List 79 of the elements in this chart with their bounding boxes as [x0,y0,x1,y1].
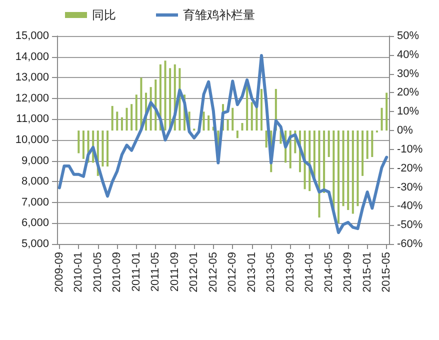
y2-tick-label: 0% [397,124,414,137]
y2-tick-label: 10% [397,106,420,118]
x-tick-label: 2013-01 [246,252,258,292]
y2-tick-label: -20% [397,162,423,174]
x-tick-label: 2014-01 [304,252,316,292]
bar [386,92,388,131]
y-tick-label: 9,000 [21,154,49,167]
bar [236,130,238,138]
y-tick-label: 8,000 [21,176,49,188]
bar [328,130,330,158]
bar [256,106,258,131]
bar [202,112,205,131]
bar [232,108,234,131]
x-tick-label: 2010-05 [92,252,104,292]
bar [82,130,84,159]
x-tick-label: 2012-05 [207,252,220,292]
y-tick-label: 11,000 [16,113,49,126]
bar [362,130,364,176]
x-tick-label: 2009-09 [53,252,66,292]
line-series [58,54,388,234]
bar [78,130,80,154]
x-tick-label: 2010-09 [111,252,124,292]
bar [380,108,383,131]
y2-tick-label: 50% [397,30,420,42]
bar [126,108,128,131]
y2-tick-label: -60% [397,238,423,250]
y2-tick-label: -40% [397,200,423,212]
y-tick-label: 12,000 [15,92,49,104]
bar [102,130,104,166]
bar [366,130,368,159]
bar [342,130,344,206]
bar [371,130,374,158]
bar [260,88,262,131]
bar [250,102,253,131]
bar [226,119,229,131]
y2-tick-label: 20% [397,86,420,99]
y2-tick-label: -30% [397,181,423,194]
legend-label: 同比 [92,8,116,22]
bar [135,94,138,131]
y-tick-label: 6,000 [21,217,49,230]
bar [116,112,118,131]
x-tick-label: 2011-09 [168,252,181,292]
y-tick-label: 7,000 [21,196,49,208]
y-tick-label: 14,000 [15,50,49,63]
x-tick-label: 2014-05 [322,252,335,292]
x-tick-label: 2012-09 [226,252,239,292]
y-tick-label: 13,000 [15,72,49,84]
y2-tick-label: -10% [397,143,423,156]
bar [208,115,210,131]
x-tick-label: 2011-01 [130,252,142,292]
bar [318,130,320,218]
x-tick-label: 2013-09 [284,252,296,292]
y2-tick-label: 30% [397,68,420,80]
x-tick-label: 2013-05 [265,252,278,292]
x-tick-label: 2012-01 [188,252,200,292]
bar [120,117,123,131]
bar [347,130,350,210]
bar [130,104,133,131]
bar [337,130,340,224]
bar [241,122,244,131]
x-tick-label: 2011-05 [150,252,162,292]
y-tick-label: 5,000 [21,238,49,250]
y2-tick-label: 40% [397,48,420,61]
x-tick-label: 2010-01 [72,252,85,292]
y-tick-label: 15,000 [15,30,49,42]
y-tick-label: 10,000 [15,134,49,146]
bar [313,130,316,180]
x-tick-label: 2015-01 [361,252,374,292]
x-tick-label: 2015-05 [380,252,393,292]
bar [164,60,166,131]
bar [352,130,354,214]
bar [265,130,268,148]
y2-tick-label: -50% [397,219,423,232]
legend-label: 育雏鸡补栏量 [183,8,255,22]
bar [356,130,359,206]
x-tick-label: 2014-09 [342,252,354,292]
bar [323,130,326,193]
bar [106,130,109,166]
bar [111,106,114,131]
